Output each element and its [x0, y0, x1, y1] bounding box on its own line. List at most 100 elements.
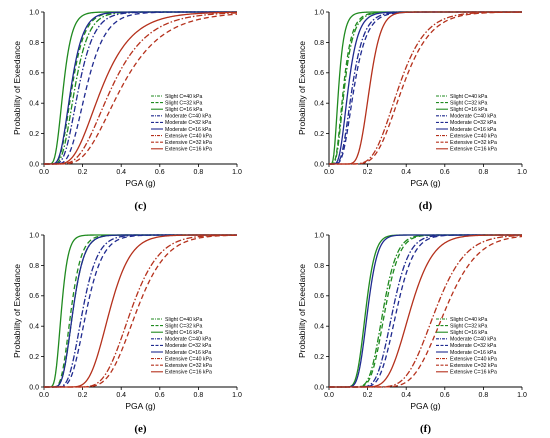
series-line-9: [329, 11, 522, 165]
series-line-9: [44, 234, 237, 388]
legend-entry: Slight C=40 kPa: [450, 94, 487, 100]
chart-panel-1: 0.0 0.2 0.4 0.6 0.8 1.0 0.0 0.2 0.4 0.6 0.8 1.0 PGA …: [12, 9, 242, 212]
legend-entry: Moderate C=16 kPa: [450, 350, 496, 356]
x-tick-label: 1.0: [232, 169, 242, 176]
legend-entry: Extensive C=32 kPa: [450, 363, 497, 369]
series-line-7: [44, 12, 238, 165]
x-tick-label: 0.4: [116, 392, 126, 399]
legend-entry: Moderate C=40 kPa: [450, 114, 496, 120]
y-tick-label: 0.6: [314, 70, 324, 77]
y-axis-label: Probability of Exeedance: [297, 41, 307, 135]
legend-entry: Extensive C=40 kPa: [450, 356, 497, 362]
x-tick-label: 1.0: [517, 169, 527, 176]
y-tick-label: 0.4: [29, 324, 39, 331]
series-line-2: [44, 234, 237, 388]
x-tick-label: 0.2: [363, 169, 373, 176]
x-tick-label: 0.4: [116, 169, 126, 176]
legend-entry: Slight C=32 kPa: [165, 323, 202, 329]
y-tick-label: 0.2: [314, 354, 324, 361]
legend-entry: Moderate C=16 kPa: [165, 127, 211, 133]
legend-entry: Moderate C=40 kPa: [165, 114, 211, 120]
chart-panel-4: 0.0 0.2 0.4 0.6 0.8 1.0 0.0 0.2 0.4 0.6 0.8 1.0 PGA …: [297, 232, 527, 435]
legend-entry: Slight C=16 kPa: [450, 330, 487, 336]
y-tick-label: 1.0: [314, 9, 324, 16]
legend-entry: Extensive C=16 kPa: [165, 370, 212, 376]
legend-entry: Moderate C=32 kPa: [450, 120, 496, 126]
series-line-6: [44, 11, 237, 165]
x-tick-label: 0.6: [155, 169, 165, 176]
legend-entry: Slight C=32 kPa: [165, 100, 202, 106]
x-axis-label: PGA (g): [410, 178, 440, 188]
panel-label: (e): [134, 423, 147, 435]
y-tick-label: 0.0: [314, 161, 324, 168]
y-tick-label: 0.2: [314, 131, 324, 138]
legend-entry: Slight C=40 kPa: [165, 317, 202, 323]
legend-entry: Moderate C=40 kPa: [165, 337, 211, 343]
x-tick-label: 1.0: [232, 392, 242, 399]
legend-entry: Extensive C=40 kPa: [165, 356, 212, 362]
x-axis-label: PGA (g): [410, 401, 440, 411]
legend-entry: Moderate C=16 kPa: [450, 127, 496, 133]
x-tick-label: 0.8: [194, 392, 204, 399]
x-tick-label: 0.0: [39, 169, 49, 176]
legend-entry: Slight C=16 kPa: [165, 330, 202, 336]
panel-label: (f): [420, 423, 431, 435]
x-tick-label: 0.0: [324, 392, 334, 399]
legend-entry: Extensive C=32 kPa: [165, 363, 212, 369]
legend-entry: Extensive C=16 kPa: [165, 147, 212, 153]
x-tick-label: 0.2: [78, 169, 88, 176]
y-tick-label: 0.4: [29, 101, 39, 108]
y-tick-label: 0.6: [29, 293, 39, 300]
y-tick-label: 0.2: [29, 131, 39, 138]
y-axis-label: Probability of Exeedance: [297, 264, 307, 358]
legend-entry: Extensive C=16 kPa: [450, 147, 497, 153]
x-tick-label: 0.4: [401, 169, 411, 176]
x-tick-label: 1.0: [517, 392, 527, 399]
legend-entry: Slight C=32 kPa: [450, 323, 487, 329]
y-tick-label: 0.2: [29, 354, 39, 361]
x-tick-label: 0.8: [479, 392, 489, 399]
legend-entry: Extensive C=32 kPa: [450, 140, 497, 146]
y-tick-label: 1.0: [29, 9, 39, 16]
y-tick-label: 0.8: [29, 40, 39, 47]
y-tick-label: 0.6: [29, 70, 39, 77]
legend-entry: Slight C=40 kPa: [165, 94, 202, 100]
y-axis-label: Probability of Exeedance: [12, 264, 22, 358]
x-tick-label: 0.8: [479, 169, 489, 176]
y-tick-label: 0.8: [314, 263, 324, 270]
x-tick-label: 0.0: [324, 169, 334, 176]
series-line-8: [44, 13, 238, 165]
x-tick-label: 0.6: [155, 392, 165, 399]
y-tick-label: 1.0: [29, 232, 39, 239]
x-axis-label: PGA (g): [125, 178, 155, 188]
x-tick-label: 0.2: [78, 392, 88, 399]
x-tick-label: 0.4: [401, 392, 411, 399]
chart-panel-3: 0.0 0.2 0.4 0.6 0.8 1.0 0.0 0.2 0.4 0.6 0.8 1.0 PGA …: [12, 232, 242, 435]
x-tick-label: 0.8: [194, 169, 204, 176]
series-line-9: [329, 234, 522, 388]
legend-entry: Extensive C=40 kPa: [450, 133, 497, 139]
y-tick-label: 1.0: [314, 232, 324, 239]
x-axis-label: PGA (g): [125, 401, 155, 411]
legend-entry: Extensive C=16 kPa: [450, 370, 497, 376]
y-tick-label: 0.8: [314, 40, 324, 47]
panel-label: (d): [419, 200, 433, 212]
series-line-1: [329, 11, 522, 165]
y-tick-label: 0.4: [314, 101, 324, 108]
y-tick-label: 0.4: [314, 324, 324, 331]
y-tick-label: 0.6: [314, 293, 324, 300]
x-tick-label: 0.6: [440, 392, 450, 399]
chart-panel-2: 0.0 0.2 0.4 0.6 0.8 1.0 0.0 0.2 0.4 0.6 0.8 1.0 PGA …: [297, 9, 527, 212]
legend-entry: Slight C=16 kPa: [165, 107, 202, 113]
legend-entry: Moderate C=32 kPa: [450, 343, 496, 349]
panel-label: (c): [134, 200, 147, 212]
y-axis-label: Probability of Exeedance: [12, 41, 22, 135]
y-tick-label: 0.0: [29, 161, 39, 168]
legend-entry: Moderate C=16 kPa: [165, 350, 211, 356]
series-line-8: [329, 11, 522, 165]
legend-entry: Moderate C=32 kPa: [165, 120, 211, 126]
